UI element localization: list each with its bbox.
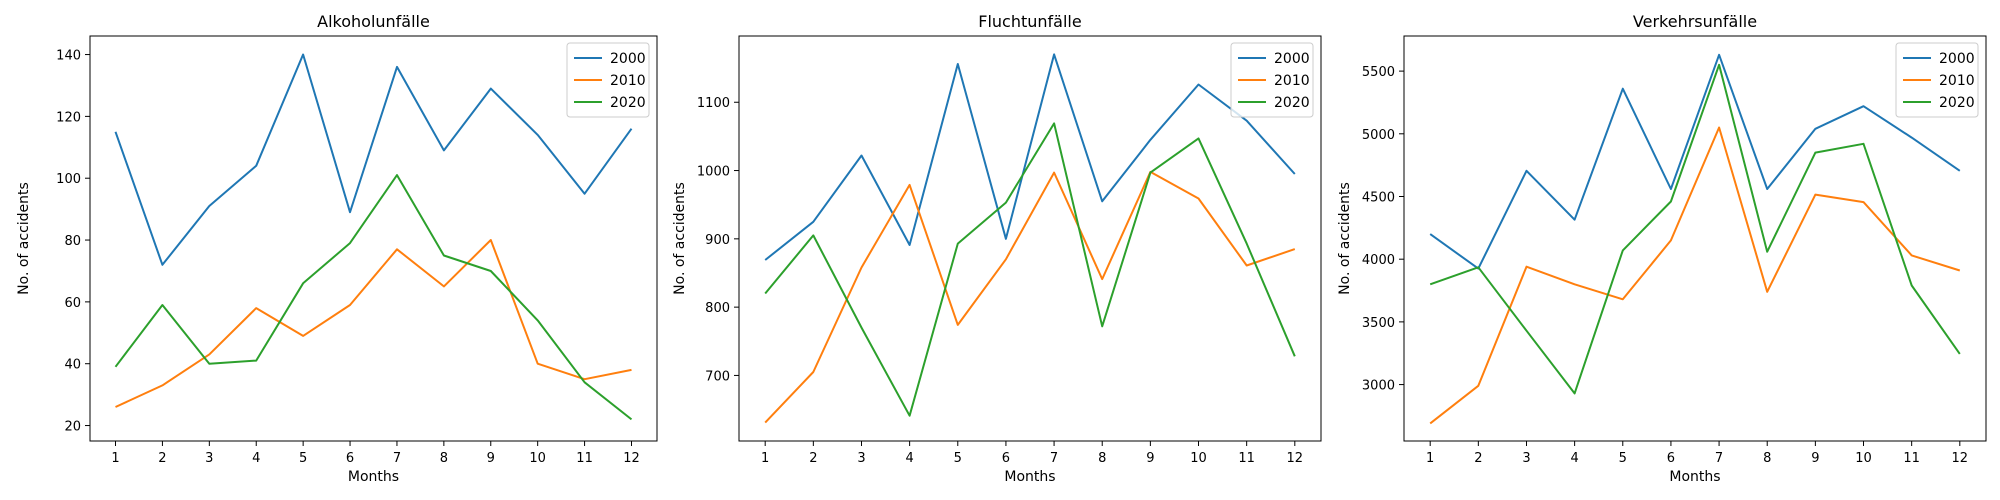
y-axis-label: No. of accidents [16,182,32,295]
series-line-2020 [764,122,1296,417]
x-tick-label: 9 [1811,451,1819,466]
y-tick-label: 5000 [1362,128,1395,143]
x-tick-label: 3 [1522,451,1530,466]
x-tick-label: 10 [1190,451,1207,466]
x-tick-label: 1 [761,451,769,466]
legend-label-2000: 2000 [610,51,646,67]
legend-label-2010: 2010 [1274,73,1310,89]
legend-box [1230,42,1314,118]
y-tick-label: 800 [705,301,730,316]
x-tick-label: 2 [158,451,166,466]
series-line-2010 [764,170,1296,424]
legend: 2000 2010 2020 [566,42,650,118]
x-tick-label: 4 [252,451,260,466]
x-tick-label: 11 [1238,451,1255,466]
legend: 2000 2010 2020 [1230,42,1314,118]
x-tick-label: 1 [1426,451,1434,466]
x-tick-label: 7 [393,451,401,466]
y-axis-label: No. of accidents [672,182,688,295]
y-tick-label: 120 [56,110,81,125]
series-line-2010 [1429,126,1961,425]
y-tick-label: 140 [56,49,81,64]
x-tick-label: 7 [1715,451,1723,466]
x-tick-label: 9 [1146,451,1154,466]
y-axis-label: No. of accidents [1337,182,1353,295]
y-tick-label: 4500 [1362,190,1395,205]
y-tick-label: 700 [705,369,730,384]
x-axis-label: Months [1004,469,1055,485]
x-tick-label: 2 [1474,451,1482,466]
series-line-2000 [114,53,633,266]
x-tick-label: 11 [576,451,593,466]
x-tick-label: 3 [857,451,865,466]
y-tick-label: 3500 [1362,316,1395,331]
x-tick-label: 8 [440,451,448,466]
x-tick-label: 5 [299,451,307,466]
legend-label-2020: 2020 [1939,95,1975,111]
chart-title: Fluchtunfälle [978,12,1081,31]
y-tick-label: 1000 [697,165,730,180]
x-axis-label: Months [1669,469,1720,485]
x-tick-label: 9 [487,451,495,466]
x-tick-label: 6 [1667,451,1675,466]
x-tick-label: 12 [1287,451,1304,466]
series-line-2010 [115,239,632,408]
series-line-2000 [1429,53,1961,270]
x-axis-label: Months [348,469,399,485]
x-tick-label: 12 [1952,451,1969,466]
x-tick-label: 6 [1002,451,1010,466]
x-tick-label: 11 [1903,451,1920,466]
legend-label-2010: 2010 [610,73,646,89]
legend-label-2020: 2020 [610,95,646,111]
legend-box [1895,42,1979,118]
chart-title: Alkoholunfälle [317,12,430,31]
legend-label-2000: 2000 [1939,51,1975,67]
y-tick-label: 40 [64,358,81,373]
y-tick-label: 4000 [1362,253,1395,268]
axes-frame [89,35,658,442]
legend-label-2020: 2020 [1274,95,1310,111]
series-line-2000 [764,53,1296,261]
x-tick-label: 4 [905,451,913,466]
x-tick-label: 5 [954,451,962,466]
y-tick-label: 100 [56,172,81,187]
y-tick-label: 60 [64,296,81,311]
x-tick-label: 10 [529,451,546,466]
series-line-2020 [114,174,633,421]
y-tick-label: 900 [705,233,730,248]
y-tick-label: 3000 [1362,379,1395,394]
x-tick-label: 10 [1855,451,1872,466]
legend: 2000 2010 2020 [1895,42,1979,118]
x-tick-label: 3 [205,451,213,466]
x-tick-label: 12 [623,451,640,466]
legend-label-2010: 2010 [1939,73,1975,89]
x-tick-label: 8 [1763,451,1771,466]
x-tick-label: 1 [111,451,119,466]
series-line-2020 [1429,63,1961,395]
x-tick-label: 8 [1098,451,1106,466]
x-tick-label: 4 [1570,451,1578,466]
y-tick-label: 1100 [697,96,730,111]
y-tick-label: 5500 [1362,65,1395,80]
y-tick-label: 80 [64,234,81,249]
x-tick-label: 6 [346,451,354,466]
legend-box [566,42,650,118]
x-tick-label: 2 [809,451,817,466]
axes-frame [1403,35,1987,442]
y-tick-label: 20 [64,420,81,435]
x-tick-label: 7 [1050,451,1058,466]
legend-label-2000: 2000 [1274,51,1310,67]
chart-title: Verkehrsunfälle [1633,12,1757,31]
x-tick-label: 5 [1619,451,1627,466]
